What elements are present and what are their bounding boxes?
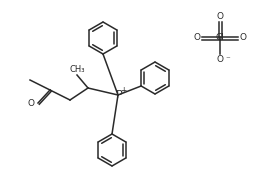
Text: O: O [216, 55, 224, 64]
Text: Cl: Cl [216, 33, 224, 43]
Text: O: O [194, 33, 201, 43]
Text: +: + [120, 86, 127, 95]
Text: ⁻: ⁻ [225, 55, 230, 64]
Text: CH₃: CH₃ [69, 64, 85, 74]
Text: O: O [216, 12, 224, 21]
Text: O: O [28, 98, 35, 108]
Text: P: P [116, 90, 122, 100]
Text: O: O [239, 33, 246, 43]
